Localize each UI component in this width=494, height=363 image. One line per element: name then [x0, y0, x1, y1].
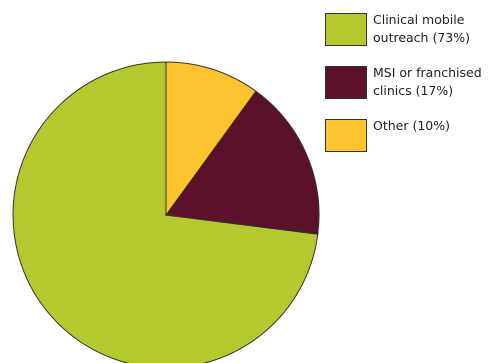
legend-item: Clinical mobile outreach (73%): [325, 12, 491, 47]
legend-swatch: [325, 66, 367, 99]
legend-swatch: [325, 13, 367, 46]
legend-label: Other (10%): [373, 118, 451, 133]
pie-slice: [165, 61, 257, 217]
pie-slice: [12, 61, 319, 363]
legend-swatch: [325, 119, 367, 152]
legend-label: Clinical mobile outreach (73%): [373, 12, 470, 45]
legend-label: MSI or franchised clinics (17%): [373, 65, 482, 98]
legend-item: Other (10%): [325, 118, 491, 152]
legend-item: MSI or franchised clinics (17%): [325, 65, 491, 100]
pie-slice: [165, 90, 320, 235]
